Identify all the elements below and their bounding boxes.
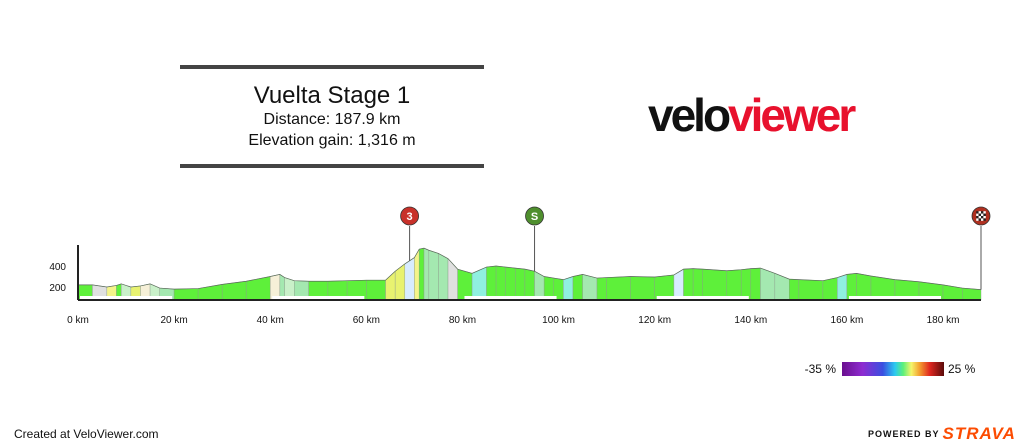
x-tick-label: 120 km: [638, 315, 671, 326]
powered-by-strava: POWERED BY STRAVA: [868, 424, 1016, 444]
gradient-legend-min: -35 %: [805, 362, 837, 376]
profile-segment: [692, 268, 703, 301]
profile-segment: [495, 265, 506, 301]
profile-segment: [486, 265, 497, 301]
profile-segment: [789, 278, 800, 301]
logo-viewer: viewer: [728, 89, 856, 141]
profile-segment: [683, 268, 694, 301]
profile-segment: [428, 249, 439, 301]
top-rule: [180, 65, 484, 69]
gradient-legend-max: 25 %: [948, 362, 976, 376]
gradient-legend-bar: [842, 362, 944, 376]
bottom-rule: [180, 164, 484, 168]
profile-segment: [630, 276, 655, 301]
sprint-marker-label: S: [531, 211, 538, 223]
distance-band: [656, 296, 749, 299]
profile-segment: [246, 276, 271, 301]
y-axis-ticks: 200 400: [49, 262, 66, 294]
x-tick-label: 100 km: [542, 315, 575, 326]
profile-segment: [457, 268, 473, 301]
profile-segment: [419, 247, 425, 301]
profile-segment: [798, 279, 824, 301]
strava-logo: STRAVA: [942, 424, 1016, 443]
profile-segment: [447, 258, 458, 301]
climb-marker-label: 3: [407, 211, 413, 223]
profile-segment: [394, 263, 405, 301]
profile-segment: [750, 267, 761, 301]
profile-segment: [471, 266, 487, 301]
x-tick-label: 20 km: [160, 315, 187, 326]
powered-by-label: POWERED BY: [868, 429, 940, 439]
distance-band: [464, 296, 557, 299]
profile-segment: [606, 276, 631, 301]
profile-segment: [438, 253, 449, 301]
veloviewer-logo: veloviewer: [648, 89, 856, 141]
profile-segment: [740, 268, 752, 301]
profile-segment: [404, 257, 415, 301]
profile-segment: [582, 274, 598, 301]
profile-segment: [563, 276, 574, 301]
profile-segment: [596, 277, 607, 301]
finish-marker: [971, 206, 991, 290]
logo-velo: velo: [648, 89, 731, 141]
distance-band: [848, 296, 942, 299]
sprint-marker: S: [525, 206, 544, 272]
x-axis-ticks: 0 km 20 km 40 km 60 km 80 km 100 km 120 km 140 …: [67, 315, 959, 326]
stage-info-box: Vuelta Stage 1 Distance: 187.9 km Elevat…: [180, 65, 484, 169]
profile-segment: [774, 273, 790, 301]
stage-distance: Distance: 187.9 km: [263, 111, 401, 128]
x-tick-label: 160 km: [831, 315, 864, 326]
distance-bands: [80, 296, 942, 299]
x-tick-label: 140 km: [734, 315, 767, 326]
x-tick-label: 60 km: [353, 315, 380, 326]
profile-segment: [702, 268, 727, 301]
profile-segment: [572, 274, 583, 301]
profile-segment: [505, 266, 516, 301]
profile-outline: [78, 247, 982, 290]
distance-band: [80, 296, 173, 299]
profile-segment: [423, 247, 430, 301]
x-tick-label: 0 km: [67, 315, 89, 326]
y-tick-label: 200: [49, 283, 66, 294]
profile-segment: [962, 287, 982, 301]
distance-band: [272, 296, 365, 299]
x-tick-label: 80 km: [449, 315, 476, 326]
footer-credit[interactable]: Created at VeloViewer.com: [14, 427, 159, 441]
profile-segment: [822, 277, 838, 301]
x-tick-label: 180 km: [927, 315, 960, 326]
profile-segment: [366, 279, 386, 301]
profile-segment: [515, 267, 526, 301]
profile-segment: [942, 284, 963, 301]
stage-title: Vuelta Stage 1: [253, 82, 411, 109]
stage-elevation-gain: Elevation gain: 1,316 m: [248, 132, 416, 149]
y-tick-label: 400: [49, 262, 66, 273]
profile-fill-segments: [77, 247, 982, 301]
profile-segment: [524, 268, 535, 301]
profile-segment: [726, 269, 742, 301]
x-tick-label: 40 km: [257, 315, 284, 326]
elevation-profile-chart: 0 km 20 km 40 km 60 km 80 km 100 km 120 km 140 …: [49, 206, 991, 376]
climb-marker: 3: [400, 206, 419, 261]
profile-segment: [173, 288, 199, 301]
profile-segment: [837, 274, 848, 301]
